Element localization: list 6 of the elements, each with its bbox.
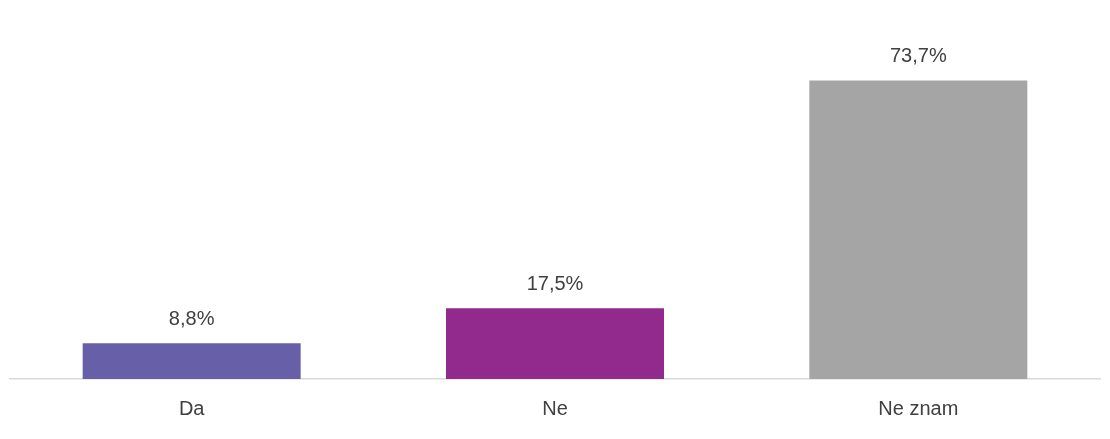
data-label: 17,5% (526, 271, 584, 294)
x-tick-label: Ne znam (878, 396, 959, 419)
data-label: 73,7% (889, 44, 947, 67)
data-label: 8,8% (168, 306, 215, 329)
x-tick-label: Da (178, 396, 206, 419)
x-tick-label: Ne (542, 396, 568, 419)
